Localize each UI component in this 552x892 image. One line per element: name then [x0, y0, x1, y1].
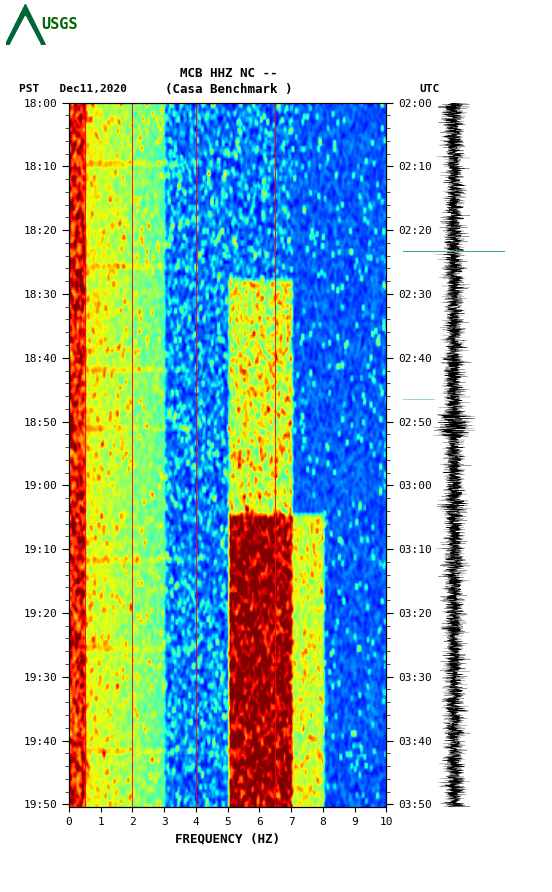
X-axis label: FREQUENCY (HZ): FREQUENCY (HZ) — [175, 832, 280, 846]
Text: PST   Dec11,2020: PST Dec11,2020 — [19, 84, 128, 95]
Text: MCB HHZ NC --: MCB HHZ NC -- — [181, 67, 278, 79]
Polygon shape — [10, 17, 40, 45]
Text: UTC: UTC — [420, 84, 440, 95]
Text: (Casa Benchmark ): (Casa Benchmark ) — [166, 83, 293, 95]
Text: USGS: USGS — [41, 18, 78, 32]
Polygon shape — [6, 4, 45, 45]
